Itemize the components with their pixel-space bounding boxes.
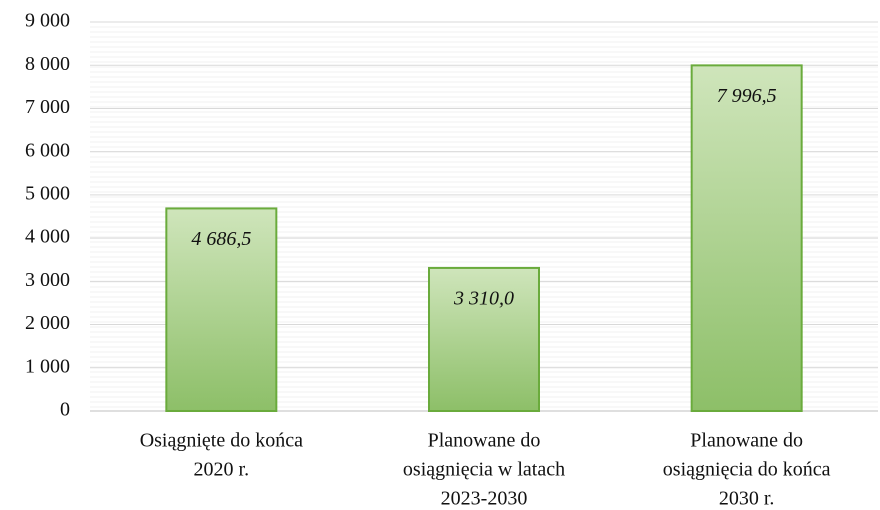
y-tick-label: 2 000 bbox=[25, 312, 70, 334]
bar bbox=[165, 207, 278, 412]
x-tick-label: 2020 r. bbox=[194, 459, 250, 481]
y-tick-label: 0 bbox=[60, 399, 70, 421]
x-tick-label: osiągnięcia w latach bbox=[403, 459, 565, 481]
y-tick-label: 4 000 bbox=[25, 226, 70, 248]
x-tick-label: Osiągnięte do końca bbox=[140, 430, 303, 452]
x-tick-label: osiągnięcia do końca bbox=[663, 459, 831, 481]
bar bbox=[428, 266, 540, 412]
y-tick-label: 1 000 bbox=[25, 355, 70, 377]
value-label: 7 996,5 bbox=[717, 85, 777, 107]
y-tick-label: 7 000 bbox=[25, 96, 70, 118]
y-tick-label: 8 000 bbox=[25, 53, 70, 75]
bar bbox=[690, 64, 803, 412]
y-tick-label: 3 000 bbox=[25, 269, 70, 291]
x-tick-label: 2023-2030 bbox=[441, 488, 528, 510]
value-label: 4 686,5 bbox=[191, 228, 251, 250]
y-tick-label: 6 000 bbox=[25, 139, 70, 161]
x-tick-label: Planowane do bbox=[428, 430, 541, 452]
value-label: 3 310,0 bbox=[453, 288, 514, 310]
y-tick-label: 5 000 bbox=[25, 182, 70, 204]
x-tick-label: Planowane do bbox=[690, 430, 803, 452]
y-tick-label: 9 000 bbox=[25, 10, 70, 32]
x-tick-label: 2030 r. bbox=[719, 488, 775, 510]
